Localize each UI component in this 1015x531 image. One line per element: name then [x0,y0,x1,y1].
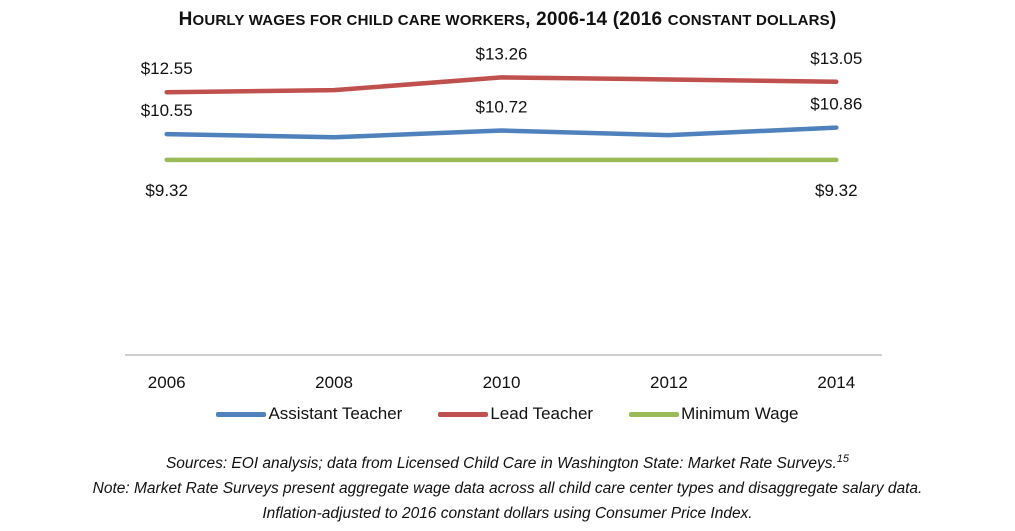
data-label-assistant-teacher: $10.86 [810,95,862,114]
series-line-lead-teacher [164,75,839,95]
sources-text: Sources: EOI analysis; data from License… [165,455,837,473]
sources-line: Sources: EOI analysis; data from License… [0,447,1015,476]
title-close: ) [829,9,837,30]
title-first-letter: H [178,9,193,30]
note-line-1: Note: Market Rate Surveys present aggreg… [92,480,923,498]
line-chart: 2006 2008 2010 2012 2014 $10.55 $10.72 $10.86 $… [125,44,882,392]
data-label-assistant-teacher: $10.72 [476,98,528,117]
legend-swatch-lead-teacher [438,411,489,417]
sources-footnote: 15 [836,453,850,465]
chart-legend: Assistant Teacher Lead Teacher Minimum W… [0,404,1015,424]
data-label-lead-teacher: $12.55 [141,59,193,78]
x-tick-label: 2014 [817,373,855,392]
legend-label-minimum-wage: Minimum Wage [681,404,799,423]
legend-item-lead-teacher: Lead Teacher [438,404,593,424]
legend-item-assistant-teacher: Assistant Teacher [216,404,402,424]
legend-label-lead-teacher: Lead Teacher [490,404,594,423]
chart-title: HOURLY WAGES FOR CHILD CARE WORKERS, 200… [0,9,1015,31]
data-label-minimum-wage: $9.32 [815,181,858,200]
legend-swatch-minimum-wage [629,411,680,417]
series-line-assistant-teacher [164,125,839,140]
title-smallcaps-units: CONSTANT DOLLARS [667,12,830,29]
data-label-minimum-wage: $9.32 [145,181,188,200]
note-line-2: Inflation-adjusted to 2016 constant doll… [262,505,753,523]
legend-label-assistant-teacher: Assistant Teacher [268,404,403,423]
chart-notes: Sources: EOI analysis; data from License… [0,447,1015,526]
legend-swatch-assistant-teacher [216,411,267,417]
data-label-lead-teacher: $13.05 [810,49,862,68]
title-suffix: , 2006-14 (2016 [525,9,668,30]
title-smallcaps-part: OURLY WAGES FOR CHILD CARE WORKERS [192,12,526,29]
data-label-assistant-teacher: $10.55 [141,101,193,120]
x-tick-label: 2008 [315,373,353,392]
x-tick-label: 2012 [650,373,688,392]
data-label-lead-teacher: $13.26 [476,44,528,63]
legend-item-minimum-wage: Minimum Wage [629,404,799,424]
x-tick-label: 2010 [483,373,521,392]
x-tick-label: 2006 [148,373,186,392]
